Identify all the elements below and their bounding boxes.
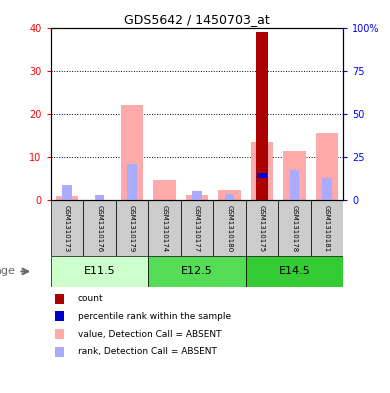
Bar — [95, 195, 104, 200]
Bar — [311, 200, 343, 256]
Bar — [283, 151, 306, 200]
Bar — [128, 163, 136, 200]
Bar — [51, 256, 148, 287]
Text: count: count — [78, 294, 104, 303]
Bar — [148, 200, 181, 256]
Text: GSM1310174: GSM1310174 — [161, 205, 167, 252]
Bar — [246, 256, 343, 287]
Text: GSM1310173: GSM1310173 — [64, 205, 70, 252]
Text: value, Detection Call = ABSENT: value, Detection Call = ABSENT — [78, 330, 222, 338]
Bar — [257, 173, 266, 178]
Text: age: age — [0, 266, 16, 276]
Text: rank, Detection Call = ABSENT: rank, Detection Call = ABSENT — [78, 347, 217, 356]
Text: GSM1310181: GSM1310181 — [324, 205, 330, 252]
Bar — [213, 200, 246, 256]
Bar — [83, 200, 116, 256]
Bar — [256, 32, 268, 200]
Text: GSM1310175: GSM1310175 — [259, 205, 265, 252]
Bar — [148, 256, 246, 287]
Bar — [121, 105, 144, 200]
Text: E12.5: E12.5 — [181, 266, 213, 276]
Title: GDS5642 / 1450703_at: GDS5642 / 1450703_at — [124, 13, 270, 26]
Bar — [246, 200, 278, 256]
Bar — [218, 189, 241, 200]
Bar — [278, 200, 311, 256]
Bar — [62, 185, 71, 200]
Bar — [153, 180, 176, 200]
Text: GSM1310180: GSM1310180 — [227, 205, 232, 252]
Bar — [250, 142, 273, 200]
Bar — [186, 195, 208, 200]
Text: percentile rank within the sample: percentile rank within the sample — [78, 312, 231, 321]
Text: GSM1310179: GSM1310179 — [129, 205, 135, 252]
Text: E14.5: E14.5 — [278, 266, 310, 276]
Text: E11.5: E11.5 — [83, 266, 115, 276]
Bar — [290, 170, 299, 200]
Bar — [323, 178, 332, 200]
Bar — [316, 133, 338, 200]
Text: GSM1310178: GSM1310178 — [291, 205, 298, 252]
Bar — [181, 200, 213, 256]
Bar — [225, 194, 234, 200]
Bar — [192, 191, 202, 200]
Text: GSM1310176: GSM1310176 — [96, 205, 103, 252]
Bar — [56, 196, 78, 200]
Bar — [51, 200, 83, 256]
Text: GSM1310177: GSM1310177 — [194, 205, 200, 252]
Bar — [116, 200, 148, 256]
